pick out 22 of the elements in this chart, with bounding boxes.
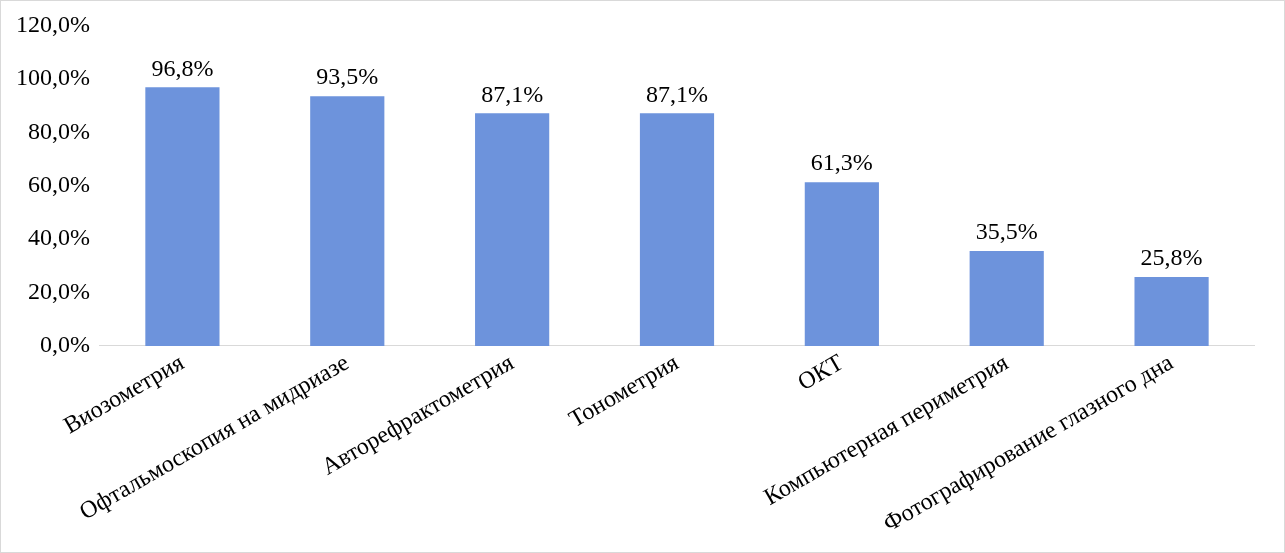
y-tick-label: 100,0% <box>15 64 90 91</box>
y-tick-label: 60,0% <box>27 170 90 197</box>
y-tick-label: 80,0% <box>27 117 90 144</box>
bar <box>804 182 879 346</box>
y-tick-label: 0,0% <box>39 331 90 358</box>
data-label: 87,1% <box>646 80 708 107</box>
y-tick-label: 20,0% <box>27 277 90 304</box>
y-tick-label: 40,0% <box>27 224 90 251</box>
data-label: 93,5% <box>316 63 379 90</box>
data-label: 25,8% <box>1140 244 1203 271</box>
bar <box>969 251 1044 346</box>
data-label: 87,1% <box>481 80 544 107</box>
bar <box>1134 277 1209 346</box>
bar <box>475 113 550 346</box>
x-tick-label: ОКТ <box>792 348 848 396</box>
data-label: 35,5% <box>975 218 1038 245</box>
bar <box>639 113 715 346</box>
y-tick-label: 120,0% <box>15 10 90 37</box>
data-label: 96,8% <box>151 54 214 81</box>
data-label: 61,3% <box>810 149 873 176</box>
bar <box>145 87 220 346</box>
bar <box>310 96 385 346</box>
